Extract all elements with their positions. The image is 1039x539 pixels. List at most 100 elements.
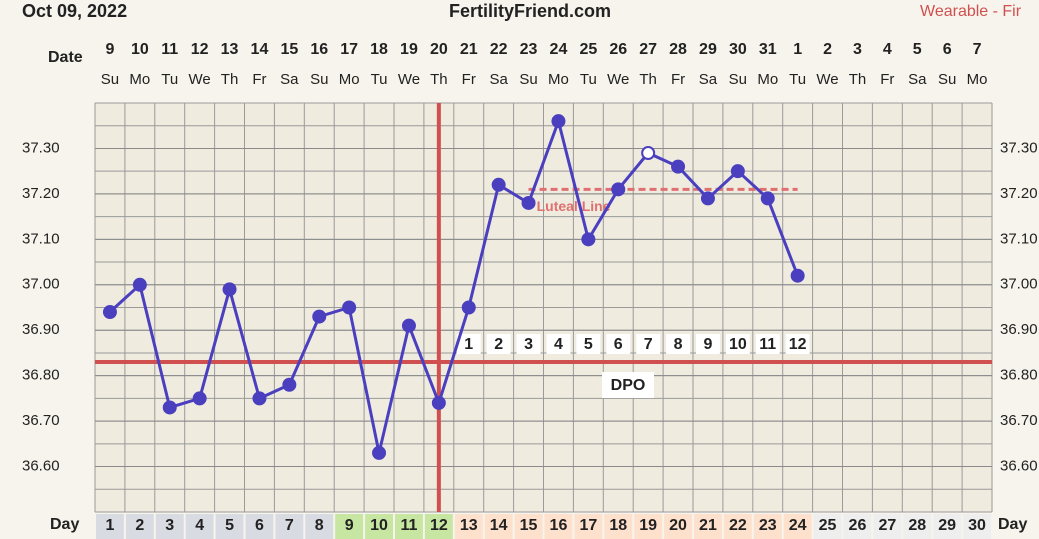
day-label: 4 xyxy=(195,517,204,534)
date-label: 27 xyxy=(639,41,657,58)
luteal-line-label: Luteal Line xyxy=(537,198,611,214)
day-label: 23 xyxy=(759,517,777,534)
dpo-cell xyxy=(755,334,780,354)
temperature-point xyxy=(162,400,177,415)
weekday-label: Tu xyxy=(371,71,388,88)
temperature-point xyxy=(491,177,506,192)
day-cell xyxy=(843,514,872,539)
weekday-label: Mo xyxy=(339,71,360,88)
day-cell xyxy=(544,514,573,539)
day-cell xyxy=(903,514,932,539)
temperature-point xyxy=(282,377,297,392)
day-label: 6 xyxy=(255,517,264,534)
weekday-label: Mo xyxy=(757,71,778,88)
badge[interactable]: Wearable - Fir xyxy=(920,3,1022,20)
y2-tick-label: 37.30 xyxy=(1000,139,1038,156)
weekday-label: Sa xyxy=(908,71,927,88)
temperature-point xyxy=(222,282,237,297)
day-cell xyxy=(305,514,334,539)
dpo-cell xyxy=(725,334,750,354)
weekday-label: Su xyxy=(310,71,328,88)
weekday-label: Mo xyxy=(129,71,150,88)
y-tick-label: 37.00 xyxy=(22,276,60,293)
weekday-label: We xyxy=(816,71,838,88)
date-row-label: Date xyxy=(48,49,83,66)
temperature-point xyxy=(461,300,476,315)
day-cell xyxy=(424,514,453,539)
date-label: 13 xyxy=(221,41,239,58)
day-label: 14 xyxy=(490,517,508,534)
day-label: 27 xyxy=(878,517,896,534)
day-cell xyxy=(155,514,184,539)
day-cell xyxy=(96,514,124,539)
day-cell xyxy=(664,514,692,539)
dpo-cell xyxy=(696,334,720,354)
day-label: 15 xyxy=(520,517,538,534)
temperature-point xyxy=(431,395,446,410)
day-cell xyxy=(454,514,483,539)
y2-tick-label: 36.90 xyxy=(1000,321,1038,338)
date-label: Oct 09, 2022 xyxy=(22,1,127,21)
dpo-cell xyxy=(606,334,631,354)
dpo-cell xyxy=(486,334,511,354)
y2-tick-label: 37.10 xyxy=(1000,230,1038,247)
temperature-point xyxy=(132,277,147,292)
y2-tick-label: 36.70 xyxy=(1000,412,1038,429)
weekday-label: We xyxy=(607,71,629,88)
date-label: 10 xyxy=(131,41,149,58)
weekday-label: Fr xyxy=(671,71,685,88)
dpo-number: 2 xyxy=(494,336,503,353)
dpo-cell xyxy=(785,334,810,354)
date-label: 9 xyxy=(105,41,114,58)
day-cell xyxy=(813,514,842,539)
y-tick-label: 37.30 xyxy=(22,139,60,156)
day-label: 30 xyxy=(968,517,986,534)
temperature-point xyxy=(641,145,656,160)
y-tick-label: 36.90 xyxy=(22,321,60,338)
weekday-label: Tu xyxy=(789,71,806,88)
weekday-label: Su xyxy=(729,71,747,88)
dpo-cell xyxy=(456,334,481,354)
date-label: 4 xyxy=(883,41,892,58)
day-label: 21 xyxy=(699,517,717,534)
date-label: 21 xyxy=(460,41,478,58)
temperature-point xyxy=(102,305,117,320)
day-label: 20 xyxy=(669,517,687,534)
temperature-line xyxy=(108,116,800,454)
dpo-number: 3 xyxy=(524,336,533,353)
dpo-cell xyxy=(516,334,541,354)
day-row-label-right: Day xyxy=(998,516,1027,533)
dpo-number: 6 xyxy=(614,336,623,353)
day-cell xyxy=(933,514,962,539)
weekday-label: Tu xyxy=(580,71,597,88)
date-label: 28 xyxy=(669,41,687,58)
day-label: 28 xyxy=(908,517,926,534)
day-cell xyxy=(484,514,513,539)
day-cell xyxy=(245,514,274,539)
date-label: 16 xyxy=(310,41,328,58)
y2-tick-label: 37.00 xyxy=(1000,276,1038,293)
chart-title: FertilityFriend.com xyxy=(449,1,611,21)
weekday-label: Fr xyxy=(462,71,476,88)
y-tick-label: 36.60 xyxy=(22,458,60,475)
day-row-label: Day xyxy=(50,516,79,533)
day-cell xyxy=(275,514,304,539)
y2-tick-label: 36.80 xyxy=(1000,367,1038,384)
day-cell xyxy=(723,514,752,539)
day-cell xyxy=(963,514,991,539)
dpo-number: 5 xyxy=(584,336,593,353)
date-label: 26 xyxy=(609,41,627,58)
dpo-label: DPO xyxy=(611,377,646,394)
day-label: 3 xyxy=(165,517,174,534)
weekday-label: Su xyxy=(519,71,537,88)
day-cell xyxy=(783,514,812,539)
weekday-label: Th xyxy=(430,71,448,88)
date-label: 30 xyxy=(729,41,747,58)
day-cell xyxy=(753,514,782,539)
date-label: 19 xyxy=(400,41,418,58)
date-label: 2 xyxy=(823,41,832,58)
weekday-label: Th xyxy=(221,71,239,88)
dpo-number: 10 xyxy=(729,336,747,353)
